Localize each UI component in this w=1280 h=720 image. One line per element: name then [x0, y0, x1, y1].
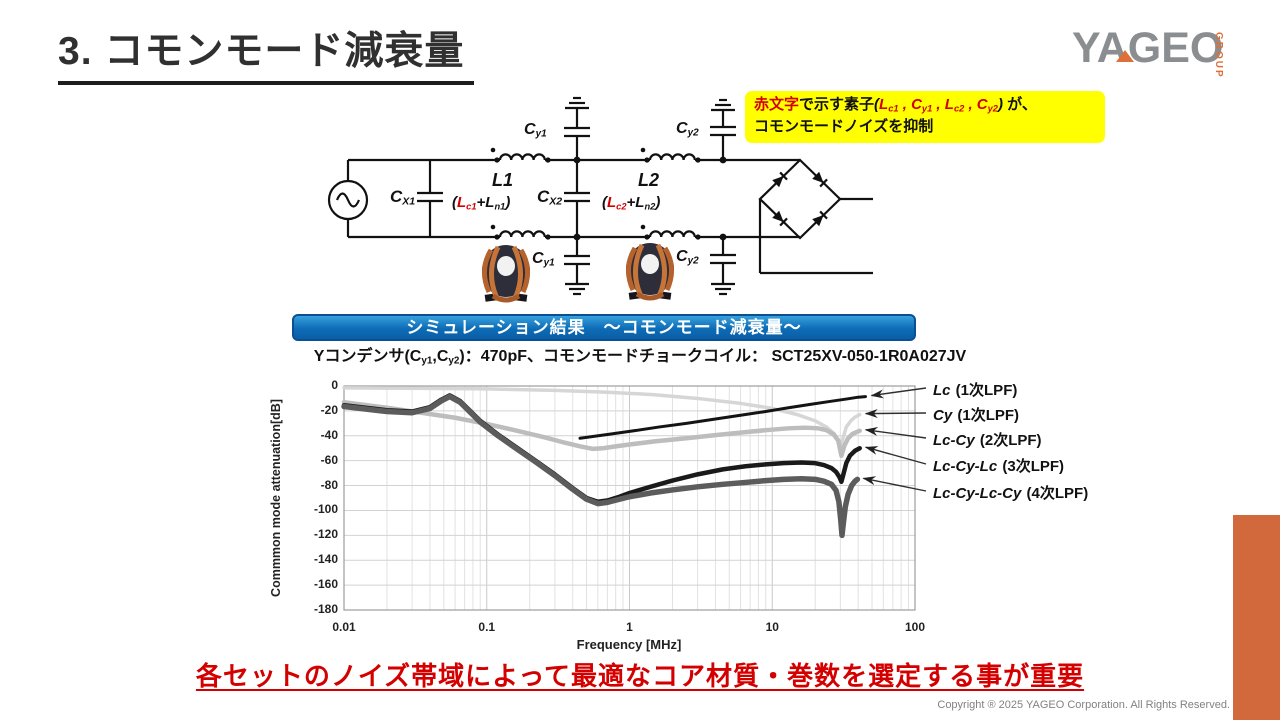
yageo-logo: YAGEO GROUP	[1072, 20, 1262, 82]
legend-arrow	[864, 426, 927, 439]
y-tick: -20	[320, 402, 338, 417]
y-tick: -60	[320, 452, 338, 467]
series-0	[578, 395, 867, 440]
circuit-dots	[490, 147, 828, 241]
cx1-label: CX1	[390, 187, 416, 208]
cy2-bottom-label: Cy2	[676, 248, 699, 267]
cy1-bottom-label: Cy1	[532, 250, 555, 269]
y-axis-label: Commmon mode attenuation[dB]	[269, 399, 283, 597]
legend-item-lc-cy: Lc-Cy (2次LPF)	[933, 432, 1042, 449]
note-comp-cy2: Cy2	[976, 96, 998, 114]
l2-formula: (Lc2+Ln2)	[602, 194, 661, 212]
condition-text: Yコンデンサ(Cy1,Cy2)：470pF、コモンモードチョークコイル： SCT…	[313, 348, 967, 367]
x-tick: 0.01	[332, 620, 356, 634]
diode-icon	[812, 171, 828, 188]
note-line-1: 赤文字で示す素子(Lc1 , Cy1 , Lc2 , Cy2) が、	[754, 96, 1037, 114]
cy1-column	[564, 96, 590, 296]
bridge-rectifier	[758, 158, 873, 275]
l1-inductor-bottom	[498, 230, 546, 238]
page-title: 3. コモンモード減衰量	[58, 20, 475, 85]
x-tick: 10	[765, 620, 779, 634]
orange-accent-block	[1233, 515, 1280, 720]
series-2	[341, 399, 862, 458]
x-tick: 1	[626, 620, 633, 634]
key-message: 各セットのノイズ帯域によって最適なコア材質・巻数を選定する事が重要	[195, 661, 1085, 691]
y-tick: 0	[331, 378, 338, 392]
legend-item-cy: Cy (1次LPF)	[933, 407, 1020, 424]
choke-coil-photo	[482, 245, 530, 303]
cy2-top-label: Cy2	[676, 120, 699, 139]
legend-item-lc: Lc (1次LPF)	[933, 382, 1018, 399]
l1-label: L1	[492, 170, 514, 190]
x-axis-label: Frequency [MHz]	[576, 637, 682, 652]
cy1-top-label: Cy1	[524, 121, 547, 140]
x-tick: 100	[904, 620, 926, 634]
note-line-2: コモンモードノイズを抑制	[754, 117, 934, 135]
diode-icon	[772, 210, 788, 227]
l2-inductor-bottom	[648, 230, 696, 238]
cy2-column	[710, 98, 736, 296]
y-tick: -40	[320, 427, 338, 442]
l1-formula: (Lc1+Ln1)	[452, 194, 511, 212]
note-comp-cy1: Cy1	[911, 96, 933, 114]
y-tick: -80	[320, 477, 338, 492]
y-tick: -180	[313, 602, 338, 616]
circuit-wires	[327, 96, 873, 296]
legend-arrow	[862, 476, 927, 492]
yageo-logo-triangle-icon	[1116, 50, 1134, 62]
y-tick: -100	[313, 502, 338, 517]
legend-arrow	[864, 446, 927, 465]
series-4	[341, 393, 861, 539]
yageo-logo-text: YAGEO	[1072, 24, 1224, 72]
note-red-label: 赤文字	[754, 96, 800, 113]
choke-coil-photo	[626, 243, 674, 301]
legend-arrow	[870, 387, 927, 399]
y-tick: -140	[313, 552, 338, 567]
y-tick: -160	[313, 577, 338, 592]
l2-inductor-top	[648, 153, 696, 161]
ac-source-icon	[327, 179, 369, 221]
note-comp-lc2: Lc2	[944, 96, 965, 114]
legend-item-lc-cy-lc-cy: Lc-Cy-Lc-Cy (4次LPF)	[933, 485, 1089, 502]
l1-inductor-top	[498, 153, 546, 161]
series-3	[341, 393, 862, 504]
simulation-banner: シミュレーション結果 ～コモンモード減衰量～	[292, 314, 916, 341]
circuit-diagram	[327, 96, 873, 296]
yageo-logo-group-text: GROUP	[1213, 32, 1224, 79]
diode-icon	[812, 210, 828, 227]
cx2-label: CX2	[537, 187, 563, 208]
legend-item-lc-cy-lc: Lc-Cy-Lc (3次LPF)	[933, 458, 1065, 475]
copyright-text: Copyright ® 2025 YAGEO Corporation. All …	[937, 699, 1230, 711]
note-box: 赤文字で示す素子(Lc1 , Cy1 , Lc2 , Cy2) が、 コモンモー…	[745, 91, 1105, 143]
cx1-capacitor	[417, 160, 443, 237]
series-1	[342, 386, 862, 447]
y-tick: -120	[313, 527, 338, 542]
diode-icon	[772, 171, 788, 188]
l2-label: L2	[638, 170, 660, 190]
note-comp-lc1: Lc1	[879, 96, 899, 114]
legend-arrow	[864, 408, 927, 418]
x-tick: 0.1	[478, 620, 496, 634]
